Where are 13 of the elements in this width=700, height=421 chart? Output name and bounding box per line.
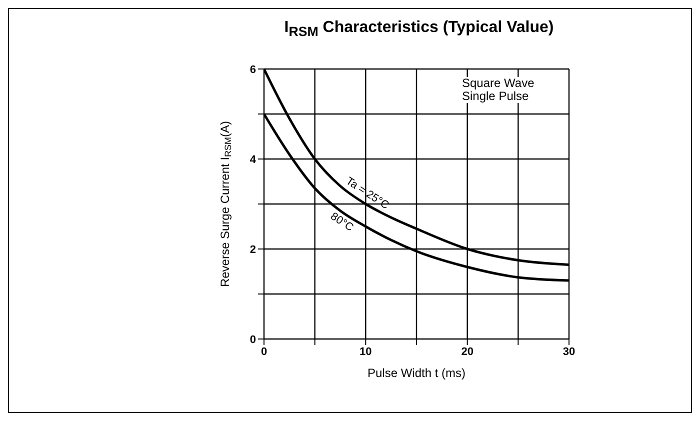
- x-tick-label: 10: [360, 346, 372, 358]
- x-axis-title: Pulse Width t (ms): [367, 366, 466, 380]
- x-tick-label: 0: [260, 346, 268, 358]
- y-tick-label: 2: [250, 244, 256, 256]
- chart-title: I$_{RSM}$ Characteristics (Typical Value): [283, 19, 555, 40]
- y-tick-label: 6: [250, 64, 256, 76]
- x-tick-label: 30: [562, 346, 576, 358]
- annotation: Square Wave Single Pulse: [459, 76, 538, 103]
- y-tick-label: 4: [250, 154, 257, 166]
- text: Ta = 25°C: [344, 175, 392, 212]
- x-tick-label: 20: [461, 346, 474, 358]
- y-tick-label: 0: [250, 334, 256, 346]
- text: 80°C: [328, 210, 356, 234]
